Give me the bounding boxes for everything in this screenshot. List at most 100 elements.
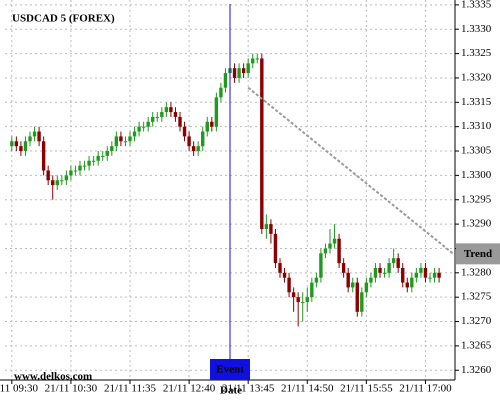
candle-body [237,68,241,78]
candle-body [432,272,437,278]
y-tick-label: 1.3320 [461,71,492,83]
candle-body [173,112,178,117]
x-tick-label: 21/11 10:30 [45,383,98,395]
y-tick-label: 1.3315 [461,96,492,108]
candle-body [364,282,369,293]
candle-body [137,126,141,132]
candle-body [28,136,32,142]
x-tick-label: 21/11 14:50 [281,383,334,395]
candle-body [241,68,246,74]
x-tick-label: 21/11 12:40 [163,383,216,395]
candle-body [319,253,323,278]
y-tick-label: 1.3305 [461,145,492,157]
event-label: Event [216,364,244,376]
chart-title: USDCAD 5 (FOREX) [12,13,115,25]
candle-body [255,58,259,60]
candle-body [328,243,332,249]
candle-body [14,141,19,147]
candle-body [373,267,378,278]
candle-body [37,131,41,142]
candle-body [278,263,282,273]
candle-body [428,277,432,279]
candle-body [178,116,182,127]
candle-body [296,297,300,303]
candle-body [196,146,200,152]
candle-body [305,297,309,303]
y-tick-label: 1.3330 [461,23,492,35]
candle-body [405,282,409,288]
candle-body [223,73,228,88]
y-tick-label: 1.3260 [461,364,492,376]
candle-body [23,141,28,152]
candle-body [151,116,155,122]
candle-body [346,272,350,288]
trend-line [247,86,454,255]
candle-body [191,146,196,152]
event-box [210,359,250,380]
candle-body [205,121,209,132]
candle-body [291,292,296,298]
candle-body [60,180,64,182]
candle-body [160,112,164,117]
candle-body [341,263,346,273]
y-tick-label: 1.3290 [461,218,492,230]
candle-body [387,263,391,273]
candle-body [64,175,69,181]
candle-body [382,272,387,274]
y-tick-label: 1.3300 [461,169,492,181]
candle-body [287,277,291,293]
candle-body [110,146,114,152]
candle-body [210,121,214,127]
y-tick-label: 1.3310 [461,120,492,132]
candle-body [51,180,55,186]
candles [10,53,441,327]
candle-body [273,233,278,264]
candle-body [282,272,287,278]
candle-body [123,141,128,143]
candle-body [132,131,137,137]
candle-body [378,267,382,273]
candle-body [355,282,359,312]
candle-body [141,126,146,128]
candle-body [201,131,205,147]
candle-body [101,155,105,157]
candle-body [419,267,423,273]
y-tick-label: 1.3265 [461,339,492,351]
x-tick-label: 21/11 15:55 [340,383,393,395]
candle-body [423,267,428,278]
candle-body [73,170,78,172]
x-tick-label: 21/11 13:45 [222,383,275,395]
x-tick-label: 21/11 11:35 [104,383,157,395]
candle-body [246,63,250,74]
candle-body [437,272,441,278]
candle-body [396,258,400,268]
candle-body [96,155,100,161]
candle-body [182,126,187,137]
trend-box [456,243,500,265]
candle-body [187,136,191,147]
candle-body [91,160,96,162]
candle-body [269,224,273,234]
candle-body [69,170,73,176]
candle-body [128,136,132,142]
candle-body [214,97,219,127]
candle-body [78,165,82,171]
candle-body [323,248,328,254]
candle-body [155,116,159,118]
candle-body [251,58,255,64]
candle-body [260,58,264,229]
candle-body [314,277,319,283]
candle-body [391,258,396,264]
candle-body [301,302,305,304]
candle-body [46,170,50,181]
candle-body [410,277,414,288]
candle-body [10,141,14,147]
candle-body [164,107,169,113]
trend-label: Trend [464,248,492,260]
candle-body [82,165,87,167]
y-tick-label: 1.3275 [461,291,492,303]
watermark: www.delkos.com [14,371,92,383]
candle-body [219,87,223,98]
candle-body [337,238,341,264]
